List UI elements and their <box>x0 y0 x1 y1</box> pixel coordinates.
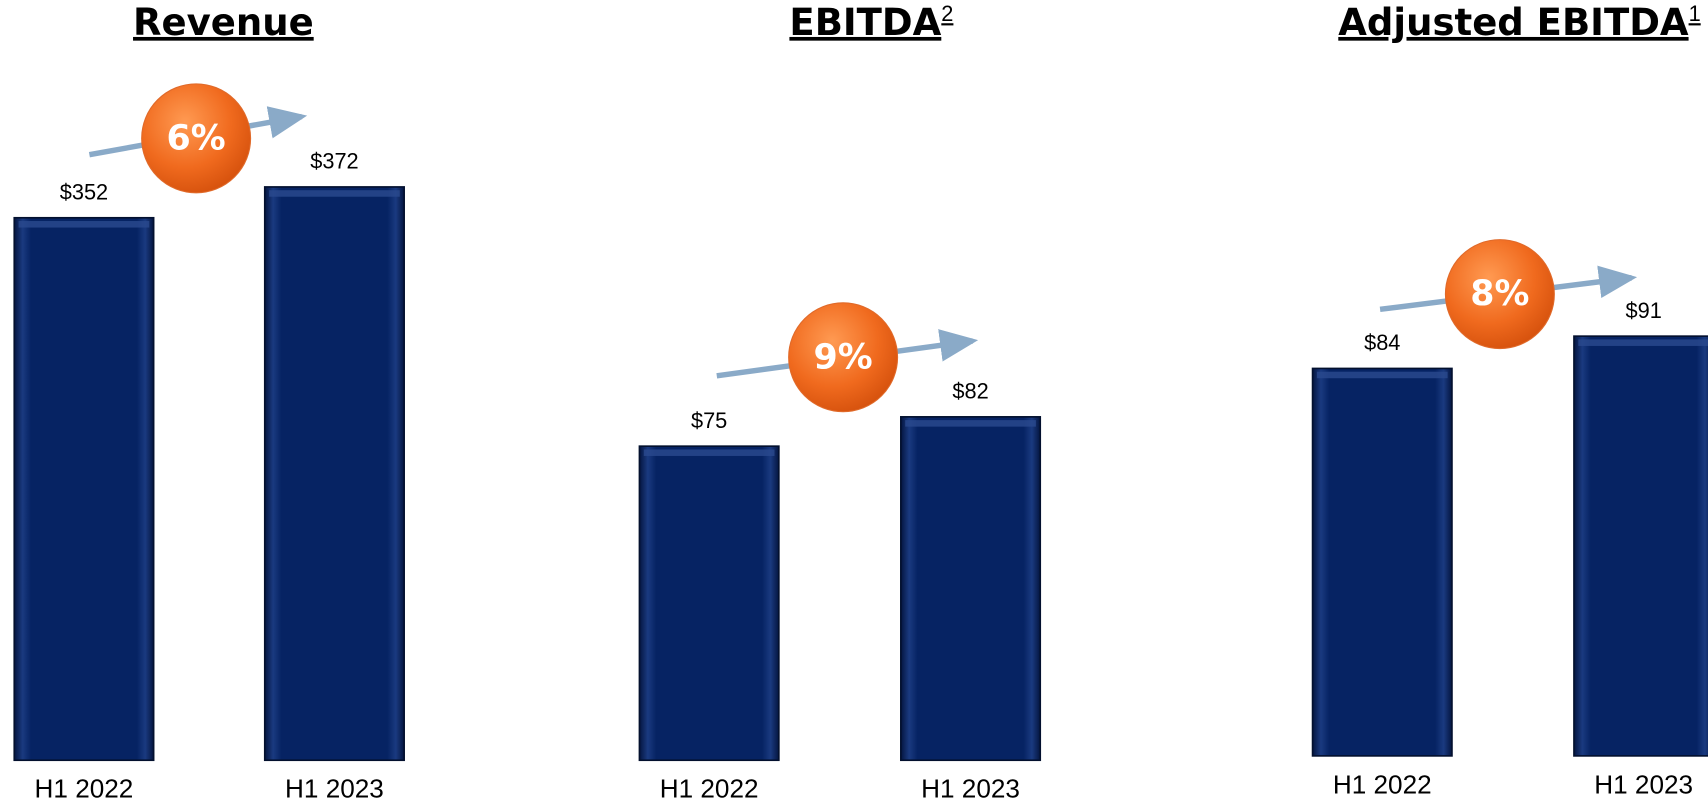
title-text: Revenue <box>133 0 314 43</box>
x-tick-label: H1 2022 <box>35 774 134 804</box>
bar <box>900 416 1042 762</box>
x-tick-label: H1 2022 <box>1333 769 1432 799</box>
chart-title: EBITDA2 <box>789 0 953 43</box>
chart-title: Revenue <box>133 0 314 43</box>
growth-badge <box>788 302 899 413</box>
bar-bevel <box>269 190 400 197</box>
value-label: $82 <box>952 379 988 404</box>
title-text: EBITDA <box>789 0 941 43</box>
value-label: $75 <box>691 408 727 433</box>
bar <box>13 216 155 762</box>
bar <box>263 186 405 762</box>
bar-bevel <box>905 420 1036 427</box>
title-text: Adjusted EBITDA <box>1338 0 1689 43</box>
bar <box>1311 367 1453 757</box>
growth-label: 9% <box>814 337 873 377</box>
x-tick-label: H1 2023 <box>921 774 1020 804</box>
value-label: $84 <box>1364 330 1400 355</box>
bar <box>1573 335 1708 757</box>
value-label: $91 <box>1625 298 1661 323</box>
growth-label: 6% <box>167 118 226 158</box>
bar-bevel <box>643 449 775 456</box>
x-tick-label: H1 2023 <box>285 774 384 804</box>
chart-title: Adjusted EBITDA1 <box>1338 0 1700 43</box>
value-label: $372 <box>310 149 358 174</box>
growth-label: 8% <box>1470 274 1529 314</box>
bar-bevel <box>1316 371 1448 379</box>
value-label: $352 <box>60 180 108 205</box>
x-tick-label: H1 2023 <box>1594 769 1693 799</box>
x-tick-label: H1 2022 <box>660 774 759 804</box>
growth-badge <box>141 83 252 194</box>
title-superscript: 1 <box>1689 1 1701 26</box>
bar <box>638 445 780 762</box>
title-superscript: 2 <box>941 1 953 26</box>
bar-bevel <box>18 221 150 228</box>
growth-badge <box>1444 239 1555 350</box>
bar-bevel <box>1578 339 1708 346</box>
